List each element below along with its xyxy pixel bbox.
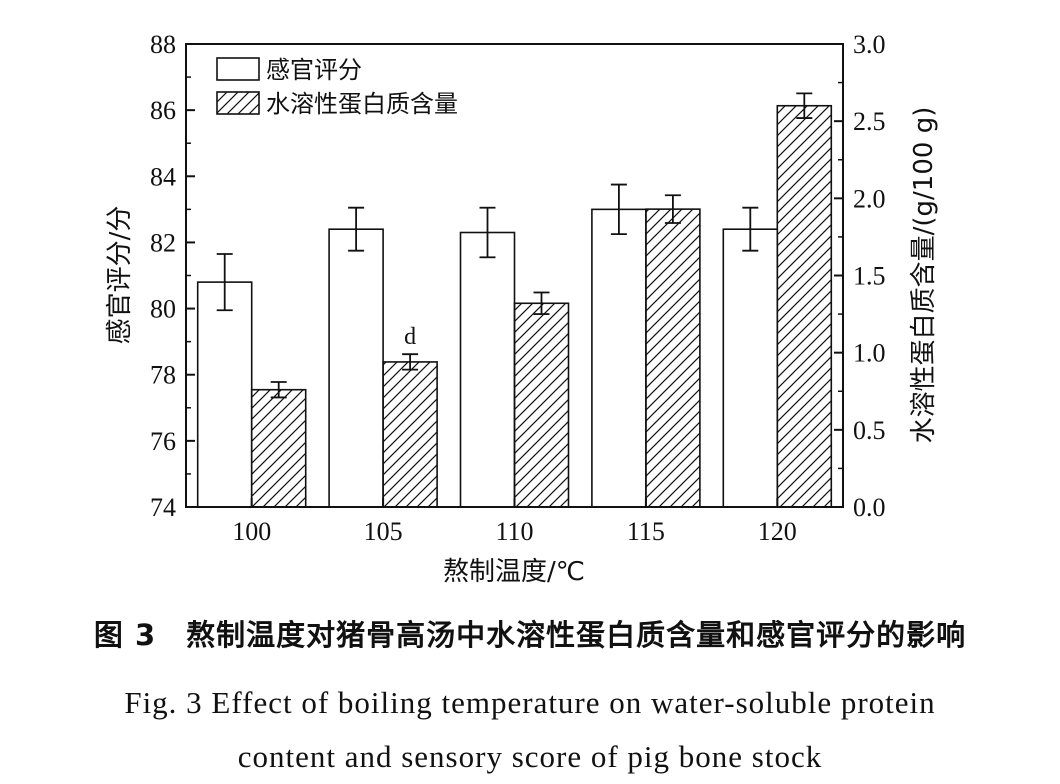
caption-english-line2: content and sensory score of pig bone st… xyxy=(237,739,823,774)
legend: 感官评分 水溶性蛋白质含量 xyxy=(216,56,458,118)
bar-protein-content xyxy=(513,302,570,508)
right-y-tick-label: 3.0 xyxy=(853,30,886,59)
right-y-tick-label: 0.5 xyxy=(853,416,886,445)
x-axis: 100 105 110 115 120 xyxy=(232,498,797,546)
x-tick-label: 105 xyxy=(364,517,403,546)
caption-english: Fig. 3 Effect of boiling temperature on … xyxy=(20,676,1040,784)
x-axis-label: 熬制温度/℃ xyxy=(443,557,585,587)
right-y-axis: 0.0 0.5 1.0 1.5 2.0 2.5 3.0 xyxy=(834,30,886,522)
bar-sensory-score xyxy=(722,228,779,508)
x-tick-label: 100 xyxy=(232,517,271,546)
left-y-tick-label: 80 xyxy=(150,295,176,324)
right-y-tick-label: 2.0 xyxy=(853,184,886,213)
left-y-tick-label: 82 xyxy=(150,228,176,257)
bar-sensory-score xyxy=(459,231,516,508)
left-y-tick-label: 78 xyxy=(150,361,176,390)
chart: d 74 76 78 80 82 84 86 88 0.0 0.5 1.0 1.5 2.0 2.5 3.0… xyxy=(105,30,939,587)
legend-label-sensory: 感官评分 xyxy=(266,56,362,84)
bar-protein-content xyxy=(776,104,833,508)
left-y-tick-label: 84 xyxy=(150,162,176,191)
right-y-tick-label: 1.0 xyxy=(853,339,886,368)
left-y-tick-label: 86 xyxy=(150,96,176,125)
caption-chinese: 图 3 熬制温度对猪骨高汤中水溶性蛋白质含量和感官评分的影响 xyxy=(93,618,967,652)
right-y-axis-label: 水溶性蛋白质含量/(g/100 g) xyxy=(909,107,939,444)
x-tick-label: 115 xyxy=(627,517,665,546)
x-tick-label: 110 xyxy=(495,517,533,546)
right-y-tick-label: 1.5 xyxy=(853,262,886,291)
left-y-tick-label: 88 xyxy=(150,30,176,59)
left-y-tick-label: 74 xyxy=(150,493,176,522)
bar-protein-content xyxy=(645,208,701,508)
bar-sensory-score xyxy=(591,208,647,508)
right-y-tick-label: 2.5 xyxy=(853,107,886,136)
bar-sensory-score xyxy=(196,281,253,508)
bar-protein-content xyxy=(382,361,438,508)
bar-sensory-score xyxy=(328,228,384,508)
legend-swatch-sensory xyxy=(216,57,260,81)
legend-label-protein: 水溶性蛋白质含量 xyxy=(266,90,458,118)
left-y-tick-label: 76 xyxy=(150,427,176,456)
right-y-tick-label: 0.0 xyxy=(853,493,886,522)
caption-english-line1: Fig. 3 Effect of boiling temperature on … xyxy=(124,685,936,720)
x-tick-label: 120 xyxy=(758,517,797,546)
annotation-label: d xyxy=(404,324,416,350)
legend-swatch-protein xyxy=(216,91,260,115)
bar-protein-content xyxy=(250,388,307,508)
left-y-axis-label: 感官评分/分 xyxy=(105,206,135,345)
left-y-axis: 74 76 78 80 82 84 86 88 xyxy=(150,30,195,522)
